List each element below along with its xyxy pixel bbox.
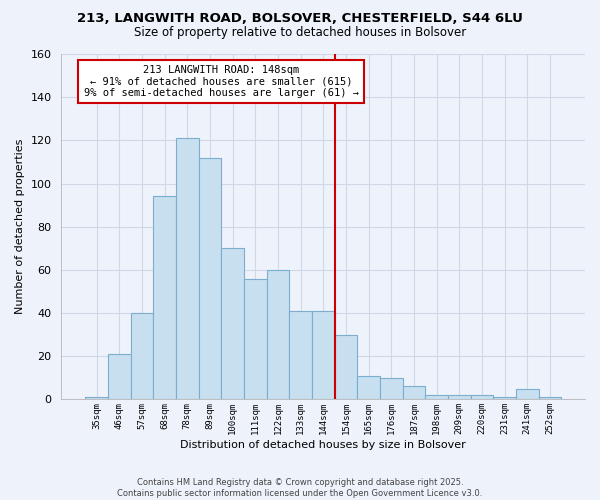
Bar: [131, 313, 153, 400]
Text: Contains HM Land Registry data © Crown copyright and database right 2025.
Contai: Contains HM Land Registry data © Crown c…: [118, 478, 482, 498]
Bar: [176, 138, 199, 400]
Bar: [221, 248, 244, 400]
Text: Size of property relative to detached houses in Bolsover: Size of property relative to detached ho…: [134, 26, 466, 39]
Bar: [153, 196, 176, 400]
Bar: [403, 386, 425, 400]
Bar: [448, 395, 470, 400]
Bar: [108, 354, 131, 400]
Bar: [244, 278, 266, 400]
Bar: [539, 398, 561, 400]
Bar: [289, 311, 312, 400]
Bar: [335, 334, 357, 400]
Y-axis label: Number of detached properties: Number of detached properties: [15, 139, 25, 314]
Bar: [380, 378, 403, 400]
Text: 213 LANGWITH ROAD: 148sqm
← 91% of detached houses are smaller (615)
9% of semi-: 213 LANGWITH ROAD: 148sqm ← 91% of detac…: [84, 65, 359, 98]
Bar: [357, 376, 380, 400]
Bar: [516, 388, 539, 400]
Bar: [425, 395, 448, 400]
Bar: [85, 398, 108, 400]
Text: 213, LANGWITH ROAD, BOLSOVER, CHESTERFIELD, S44 6LU: 213, LANGWITH ROAD, BOLSOVER, CHESTERFIE…: [77, 12, 523, 26]
Bar: [493, 398, 516, 400]
Bar: [266, 270, 289, 400]
Bar: [470, 395, 493, 400]
X-axis label: Distribution of detached houses by size in Bolsover: Distribution of detached houses by size …: [181, 440, 466, 450]
Bar: [312, 311, 335, 400]
Bar: [199, 158, 221, 400]
